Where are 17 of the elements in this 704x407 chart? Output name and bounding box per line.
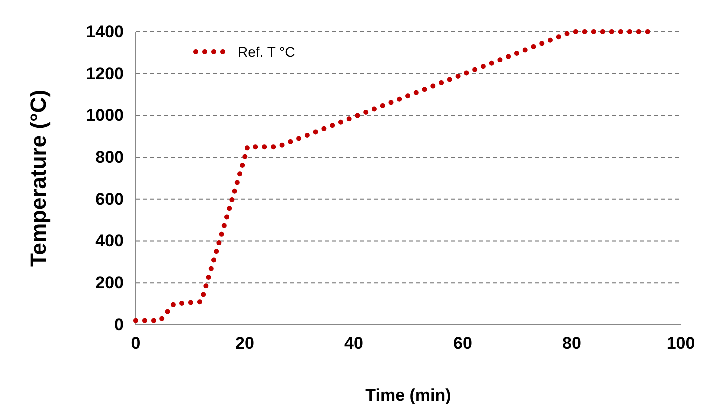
y-tick-label: 1400 [86,22,124,42]
y-tick-label: 0 [114,315,124,334]
y-tick-label: 800 [96,148,124,168]
x-tick-label: 40 [344,334,364,354]
y-tick-label: 400 [96,232,124,251]
y-tick-label: 200 [96,274,124,293]
y-tick-label: 600 [96,190,124,209]
x-tick-label: 60 [454,334,472,354]
y-tick-label: 1200 [86,64,124,84]
x-tick-label: 0 [131,334,141,354]
x-tick-label: 100 [666,334,696,354]
y-tick-label: 1000 [86,106,124,126]
x-axis-title: Time (min) [366,386,452,405]
y-axis-title: Temperature (°C) [26,90,51,268]
legend-label: Ref. T °C [238,44,296,60]
x-tick-label: 20 [236,334,254,354]
x-tick-label: 80 [562,334,582,354]
